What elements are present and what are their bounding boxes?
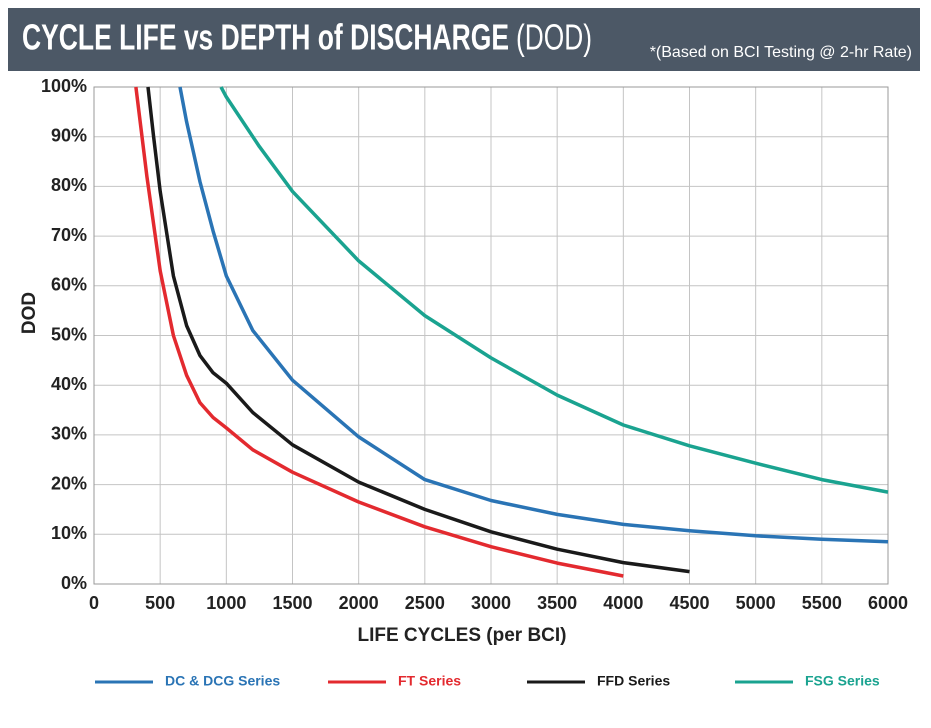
y-tick-label: 50% [51,324,87,344]
x-tick-label: 0 [89,593,99,613]
y-tick-label: 80% [51,175,87,195]
x-tick-label: 5000 [736,593,776,613]
y-tick-label: 90% [51,125,87,145]
x-tick-label: 2500 [405,593,445,613]
series-line [146,86,690,574]
series-line [219,86,889,494]
legend-label: FSG Series [805,673,880,689]
y-tick-label: 60% [51,275,87,295]
x-tick-label: 4000 [603,593,643,613]
x-tick-label: 4500 [669,593,709,613]
x-axis-label: LIFE CYCLES (per BCI) [357,625,566,646]
y-tick-label: 0% [61,573,87,593]
chart-subtitle: *(Based on BCI Testing @ 2-hr Rate) [650,44,912,61]
x-tick-label: 1500 [272,593,312,613]
chart-title-abbreviation: (DOD) [516,17,592,58]
x-tick-label: 3500 [537,593,577,613]
legend-label: FFD Series [597,673,670,689]
legend-label: FT Series [398,673,461,689]
x-tick-label: 1000 [206,593,246,613]
legend-label: DC & DCG Series [165,673,280,689]
y-axis-label: DOD [19,292,40,334]
series-line [134,86,624,578]
y-tick-label: 70% [51,225,87,245]
y-tick-label: 30% [51,424,87,444]
x-tick-label: 3000 [471,593,511,613]
x-tick-label: 6000 [868,593,908,613]
y-tick-label: 40% [51,374,87,394]
chart-title: CYCLE LIFE vs DEPTH of DISCHARGE [22,17,509,58]
x-tick-label: 5500 [802,593,842,613]
header-bar [8,8,920,71]
y-tick-label: 20% [51,473,87,493]
y-tick-label: 100% [41,76,87,96]
x-tick-label: 500 [145,593,175,613]
plot-border [93,86,889,585]
y-tick-label: 10% [51,523,87,543]
x-tick-label: 2000 [339,593,379,613]
series-line [178,86,889,544]
